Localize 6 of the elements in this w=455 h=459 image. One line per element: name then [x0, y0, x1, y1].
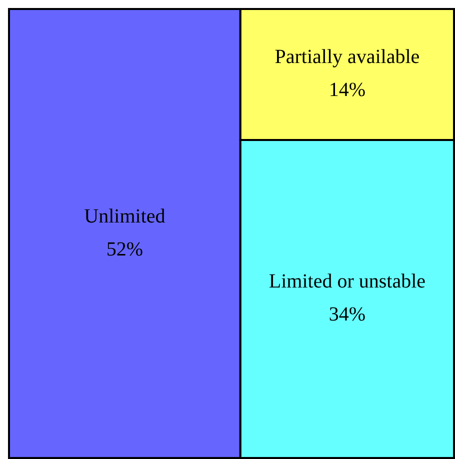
data-label: 34% — [328, 304, 366, 326]
category-label: Partially available — [274, 46, 420, 68]
data-label: 52% — [106, 238, 144, 260]
data-label: 14% — [328, 79, 366, 102]
category-label: Limited or unstable — [268, 270, 426, 293]
category-label: Unlimited — [84, 205, 166, 228]
